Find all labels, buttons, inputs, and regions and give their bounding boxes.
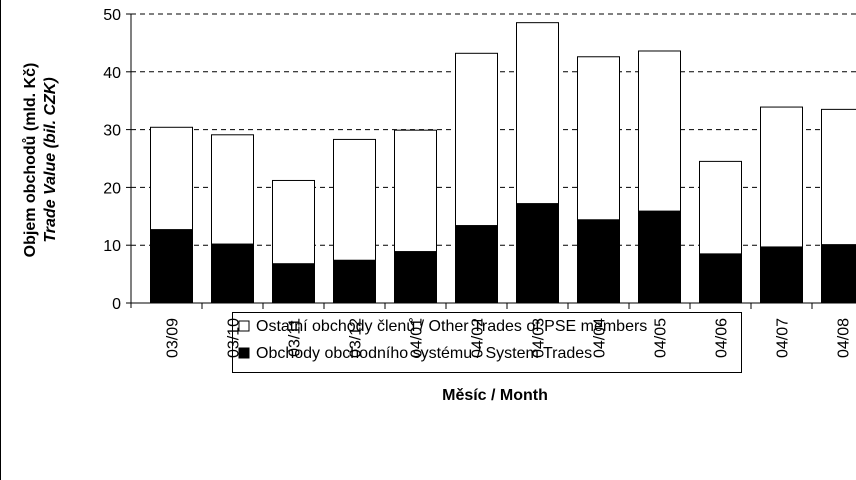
bar-segment [516, 22, 559, 205]
bar-segment [638, 50, 681, 212]
x-axis-title: Měsíc / Month [442, 387, 548, 404]
bar-segment [455, 52, 498, 227]
bar-segment [272, 263, 315, 304]
x-tick-label: 04/02 [470, 318, 487, 358]
bar-segment [211, 243, 254, 304]
x-tick-label: 04/08 [836, 318, 853, 358]
legend-box [232, 312, 742, 373]
bar-segment [333, 138, 376, 261]
bar-segment [699, 160, 742, 255]
x-tick-label: 04/01 [409, 318, 426, 358]
legend-swatch [238, 320, 250, 332]
x-tick-label: 04/07 [775, 318, 792, 358]
bar-segment [638, 210, 681, 304]
bar-segment [394, 251, 437, 304]
y-tick-label: 50 [103, 7, 121, 24]
y-axis-title: Objem obchodů (mld. Kč) [22, 63, 39, 258]
y-tick-label: 40 [103, 65, 121, 82]
bar-segment [821, 108, 856, 246]
bar-segment [821, 244, 856, 304]
legend-label: Obchody obchodního systému / System Trad… [256, 345, 592, 362]
bar-segment [577, 56, 620, 221]
x-tick-label: 03/10 [226, 318, 243, 358]
bar-segment [272, 179, 315, 265]
legend-swatch [238, 347, 250, 359]
x-tick-label: 04/04 [592, 318, 609, 358]
bar-segment [577, 219, 620, 304]
x-tick-label: 03/11 [287, 318, 304, 357]
x-tick-label: 03/09 [165, 318, 182, 358]
bar-segment [760, 246, 803, 304]
x-tick-label: 04/06 [714, 318, 731, 358]
bar-segment [150, 126, 193, 231]
y-tick-label: 10 [103, 238, 121, 255]
x-tick-label: 04/05 [653, 318, 670, 358]
legend-label: Ostatní obchody členů / Other Trades of … [256, 317, 647, 335]
bar-segment [455, 225, 498, 304]
y-axis-title: Trade Value (bil. CZK) [42, 77, 59, 242]
bar-segment [699, 253, 742, 304]
bar-segment [150, 229, 193, 304]
x-tick-label: 04/03 [531, 318, 548, 358]
y-tick-label: 20 [103, 180, 121, 197]
bar-segment [211, 134, 254, 245]
x-tick-label: 03/12 [348, 318, 365, 358]
bar-segment [333, 259, 376, 304]
bar-segment [760, 106, 803, 248]
y-tick-label: 0 [112, 296, 121, 313]
bar-segment [394, 129, 437, 253]
bar-segment [516, 203, 559, 304]
y-tick-label: 30 [103, 123, 121, 140]
